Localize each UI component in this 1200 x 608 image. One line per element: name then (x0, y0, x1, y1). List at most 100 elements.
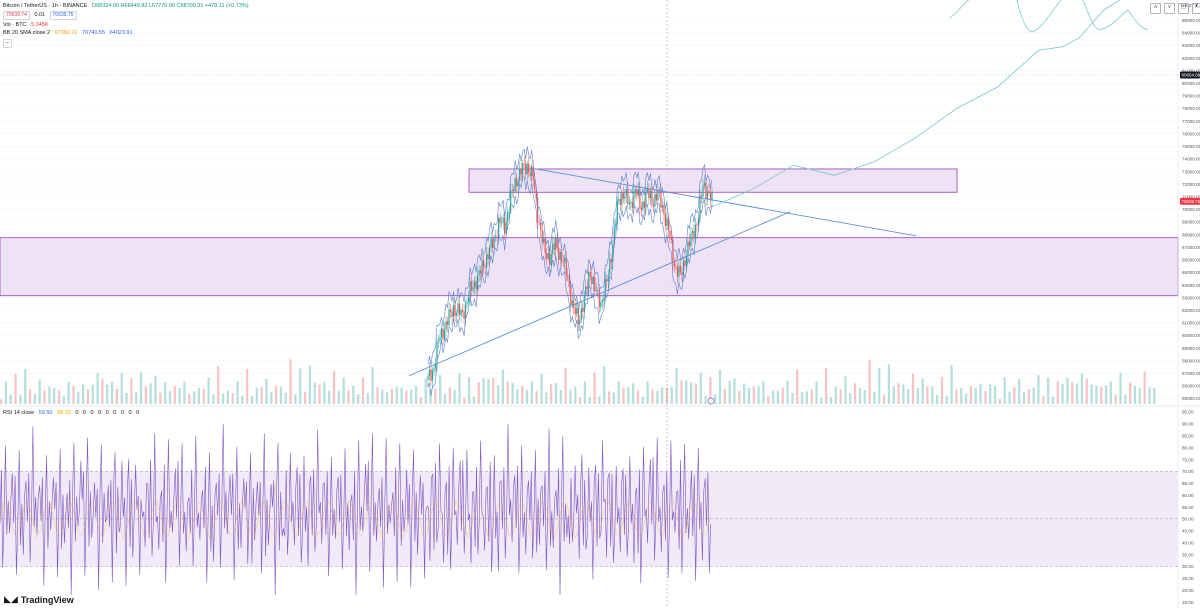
volume-bar (115, 388, 118, 404)
symbol-title[interactable]: Bitcoin / TetherUS · 1h · BINANCE (3, 3, 88, 9)
price-axis[interactable]: 85000.00 84000.00 83000.00 82000.00 81000.00… (1177, 0, 1200, 608)
volume-bar (202, 388, 205, 404)
trendline[interactable] (535, 168, 917, 237)
candle-body (541, 229, 543, 243)
chevron-down-icon[interactable]: ˅ (1164, 3, 1175, 14)
currency-selector[interactable]: USDT ▾ (1181, 3, 1198, 9)
chevron-up-icon[interactable]: ˄ (1150, 3, 1161, 14)
candle-body (511, 189, 513, 191)
price-tick-label: 65000.00 (1182, 270, 1200, 275)
rsi-extra-7: 0 (128, 410, 132, 416)
sell-price-button[interactable]: 70639.74 (3, 11, 30, 20)
volume-bar (936, 395, 939, 404)
volume-bar (709, 377, 712, 404)
volume-bar (1066, 377, 1069, 404)
rsi-label[interactable]: RSI 14 close (3, 410, 35, 416)
volume-bar (130, 378, 133, 404)
candle-body (463, 311, 465, 319)
replay-button[interactable] (707, 397, 715, 405)
candle-body (514, 178, 516, 192)
volume-bar (718, 369, 722, 404)
rsi-tick-label: 25.00 (1182, 576, 1194, 581)
tradingview-logo-text: TradingView (20, 595, 74, 605)
candle-body (517, 181, 519, 187)
price-tick-label: 85000.00 (1182, 18, 1200, 23)
candle-body (688, 241, 691, 247)
candle-body (651, 191, 653, 204)
volume-bar (714, 394, 717, 404)
collapse-legend-button[interactable]: − (3, 39, 12, 48)
volume-bar (376, 387, 379, 404)
projection-path[interactable] (711, 0, 1121, 208)
volume-bar (685, 380, 688, 404)
last-price-badge-bg (1180, 197, 1200, 205)
candle-body (496, 236, 498, 238)
volume-bar (752, 386, 755, 404)
volume-bar (1056, 381, 1059, 404)
volume-bar (1047, 377, 1050, 404)
volume-bar (728, 380, 731, 404)
volume-bar (525, 390, 529, 404)
candle-body (655, 194, 658, 201)
candle-body (648, 188, 650, 199)
crosshair-price-badge[interactable]: 80654.89 (1182, 73, 1200, 78)
buy-price-button[interactable]: 70639.75 (49, 11, 77, 20)
rsi-tick-label: 80.00 (1182, 445, 1194, 450)
candle-body (431, 370, 434, 381)
candle-body (654, 194, 656, 207)
volume-bar (945, 395, 948, 404)
price-tick-label: 66000.00 (1182, 258, 1200, 263)
resistance-zone[interactable] (468, 168, 958, 193)
candle-body (549, 253, 551, 265)
bb-label[interactable]: BB 20 SMA close 2 (3, 30, 51, 36)
volume-bar (516, 389, 519, 404)
candle-body (567, 275, 569, 278)
volume-bar (501, 369, 504, 404)
volume-bar (661, 387, 664, 404)
volume-bar (72, 385, 75, 404)
trendline[interactable] (408, 211, 791, 377)
candle-body (610, 258, 612, 263)
volume-label[interactable]: Vol · BTC (3, 22, 27, 28)
rsi-ma-line (0, 499, 711, 539)
tradingview-logo[interactable]: ◣◢ TradingView (4, 595, 74, 605)
candle-body (476, 275, 479, 290)
volume-bar (28, 389, 32, 404)
volume-bar (854, 383, 857, 404)
candle-body (684, 260, 686, 266)
price-tick-label: 69000.00 (1182, 220, 1200, 225)
volume-bar (381, 389, 384, 404)
bb-lower-band (427, 174, 713, 397)
volume-bar (530, 381, 533, 404)
volume-bar (1071, 382, 1074, 404)
candle-body (649, 191, 651, 199)
candle-body (499, 217, 501, 223)
candle-body (600, 301, 602, 308)
price-tick-label: 57000.00 (1182, 371, 1200, 376)
volume-bar (144, 386, 147, 404)
volume-histogram (0, 359, 1156, 404)
volume-bar (1133, 385, 1137, 404)
volume-bar (564, 367, 567, 404)
last-price-badge[interactable]: 70639.75 (1182, 199, 1200, 204)
volume-bar (598, 396, 601, 404)
rsi-line[interactable] (0, 423, 711, 595)
volume-bar (554, 382, 558, 404)
rsi-pane[interactable] (0, 397, 1200, 595)
candle-body (625, 189, 627, 196)
volume-bar (950, 364, 953, 404)
candle-body (427, 375, 429, 380)
candle-body (627, 189, 629, 205)
legend-collapse: − (3, 39, 15, 48)
candle-body (585, 286, 587, 296)
candle-body (490, 238, 492, 248)
more-icon[interactable]: ⋯ (1192, 3, 1200, 14)
volume-bar (217, 366, 220, 404)
candle-body (470, 281, 473, 291)
volume-bar (646, 381, 649, 404)
candle-body (540, 222, 542, 230)
candle-body (591, 276, 593, 285)
maximize-icon[interactable]: □ (1178, 3, 1189, 14)
